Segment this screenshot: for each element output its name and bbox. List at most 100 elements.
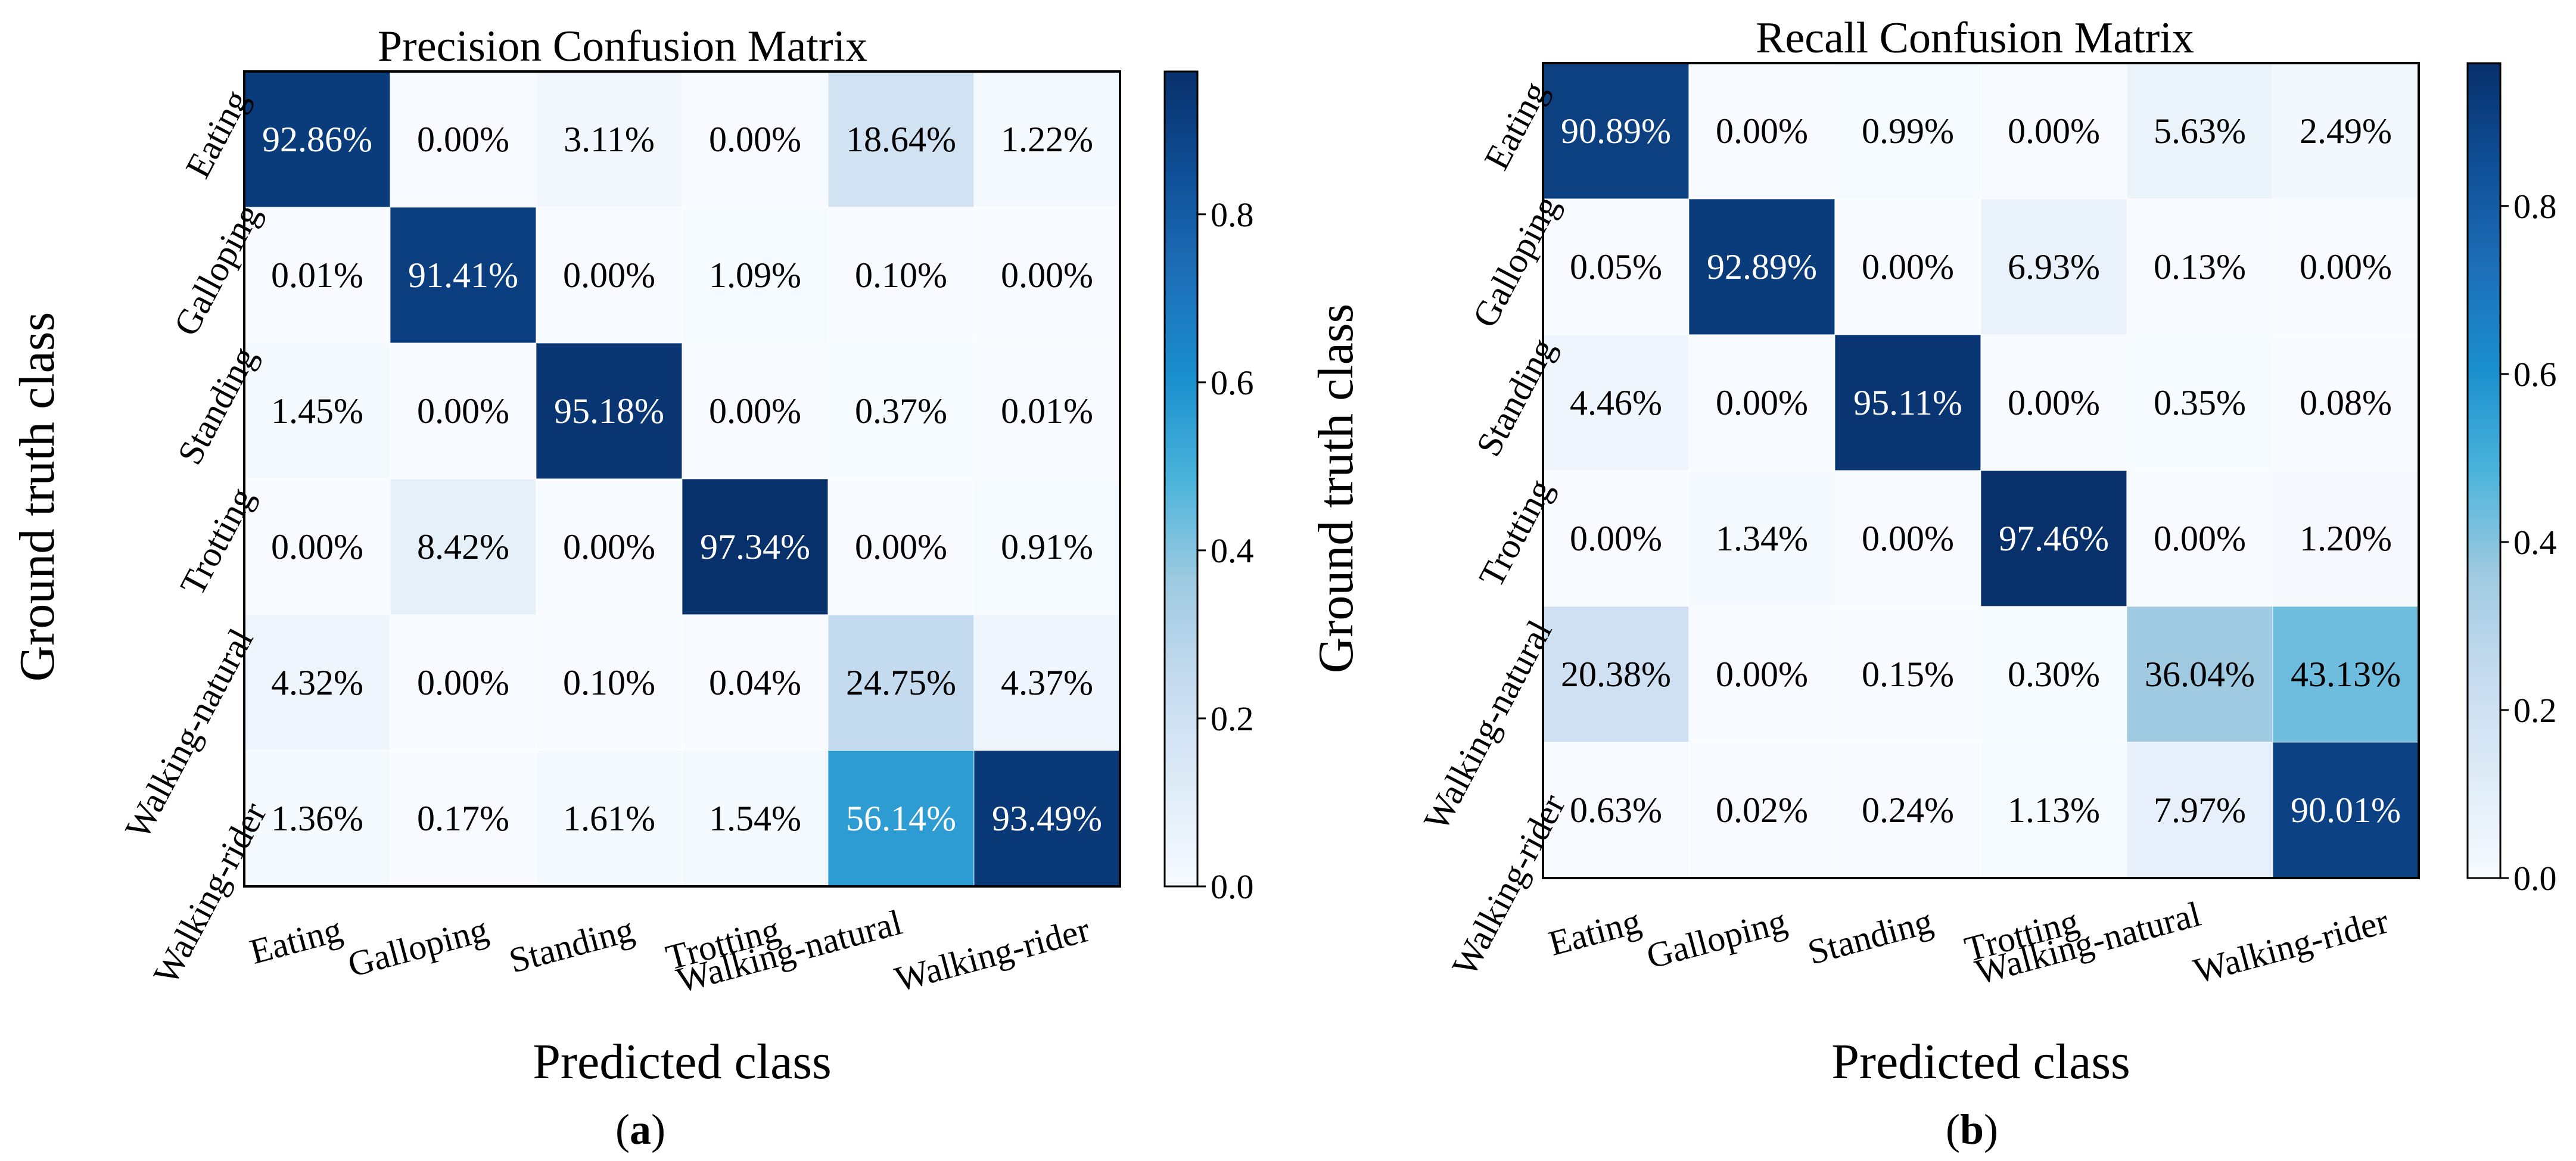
heatmap-cell	[827, 750, 975, 887]
heatmap-cell	[827, 614, 975, 751]
cell-label: 0.00%	[2154, 519, 2246, 558]
x-tick-label: Standing	[505, 910, 638, 981]
heatmap-cell	[1688, 606, 1835, 743]
cell-label: 0.35%	[2154, 383, 2246, 422]
heatmap-cell	[1542, 606, 1690, 743]
panel-label: (a)	[615, 1106, 665, 1153]
heatmap-cell	[1834, 742, 1981, 879]
cell-label: 0.10%	[563, 663, 655, 702]
heatmap-cell	[1980, 742, 2127, 879]
heatmap-cell	[244, 614, 391, 751]
x-tick-label: Standing	[1804, 901, 1937, 972]
colorbar-tick-label: 0.2	[1211, 699, 1254, 738]
colorbar-tick-label: 0.8	[1211, 195, 1254, 234]
heatmap-cell	[2272, 334, 2419, 471]
cell-label: 0.05%	[1570, 247, 1662, 287]
cell-label: 7.97%	[2154, 790, 2246, 830]
colorbar-tick-label: 0.0	[1211, 867, 1254, 906]
cell-label: 1.54%	[709, 799, 801, 838]
cell-label: 93.49%	[992, 799, 1102, 838]
cell-label: 90.01%	[2291, 790, 2401, 830]
heatmap-cell	[2272, 63, 2419, 200]
cell-label: 4.46%	[1570, 383, 1662, 422]
cell-label: 0.15%	[1862, 655, 1954, 694]
cell-label: 5.63%	[2154, 111, 2246, 151]
cell-label: 95.11%	[1853, 383, 1962, 422]
cell-label: 56.14%	[846, 799, 956, 838]
heatmap-cell	[1834, 470, 1981, 607]
cell-label: 90.89%	[1561, 111, 1671, 151]
heatmap-cell	[1834, 63, 1981, 200]
heatmap-cell	[682, 614, 829, 751]
heatmap-cell	[1542, 334, 1690, 471]
heatmap-cell	[244, 71, 391, 208]
cell-label: 43.13%	[2291, 655, 2401, 694]
cell-label: 1.09%	[709, 256, 801, 295]
cell-label: 0.00%	[2008, 111, 2100, 151]
x-tick-label: Walking-rider	[2189, 901, 2393, 991]
cell-label: 0.00%	[417, 391, 509, 431]
heatmap-cell	[2272, 606, 2419, 743]
heatmap-cell	[682, 207, 829, 344]
heatmap-cell	[2126, 198, 2273, 335]
heatmap-cell	[973, 71, 1121, 208]
cell-label: 0.00%	[563, 527, 655, 567]
cell-label: 0.00%	[1716, 383, 1808, 422]
cell-label: 20.38%	[1561, 655, 1671, 694]
heatmap-cell	[973, 343, 1121, 480]
colorbar-tick-label: 0.6	[1211, 363, 1254, 402]
cell-label: 0.13%	[2154, 247, 2246, 287]
cell-label: 0.04%	[709, 663, 801, 702]
cell-label: 0.00%	[2300, 247, 2392, 287]
cell-label: 0.00%	[855, 527, 947, 567]
cell-label: 0.24%	[1862, 790, 1954, 830]
heatmap-cell	[390, 478, 537, 615]
y-axis-label: Ground truth class	[1308, 304, 1364, 674]
cell-label: 1.61%	[563, 799, 655, 838]
cell-label: 92.86%	[262, 120, 372, 159]
plot-frame	[243, 70, 1121, 888]
colorbar	[2466, 62, 2502, 879]
heatmap-cell	[1980, 198, 2127, 335]
cell-label: 24.75%	[846, 663, 956, 702]
x-axis-label: Predicted class	[1831, 1034, 2130, 1090]
heatmap-cell	[2126, 606, 2273, 743]
cell-label: 0.91%	[1001, 527, 1093, 567]
cell-label: 1.13%	[2008, 790, 2100, 830]
y-axis-label: Ground truth class	[10, 312, 65, 682]
heatmap-cell	[1688, 742, 1835, 879]
cell-label: 2.49%	[2300, 111, 2392, 151]
x-tick-label: Walking-rider	[891, 910, 1094, 999]
colorbar-tick-label: 0.8	[2513, 187, 2557, 226]
heatmap-cell	[973, 207, 1121, 344]
panel-label: (b)	[1946, 1106, 1998, 1153]
x-tick-label: Galloping	[344, 910, 492, 985]
cell-label: 0.30%	[2008, 655, 2100, 694]
colorbar-tick-label: 0.0	[2513, 859, 2557, 898]
heatmap-cell	[1542, 470, 1690, 607]
colorbar-tick-label: 0.2	[2513, 691, 2557, 730]
heatmap-cell	[1980, 334, 2127, 471]
heatmap-cell	[1688, 198, 1835, 335]
heatmap-cell	[2272, 742, 2419, 879]
heatmap-cell	[1834, 606, 1981, 743]
cell-label: 0.01%	[271, 256, 363, 295]
cell-label: 0.37%	[855, 391, 947, 431]
cell-label: 95.18%	[554, 391, 664, 431]
heatmap-cell	[390, 207, 537, 344]
cell-label: 6.93%	[2008, 247, 2100, 287]
heatmap-cell	[682, 343, 829, 480]
cell-label: 97.34%	[700, 527, 810, 567]
heatmap-cell	[1688, 334, 1835, 471]
cell-label: 0.10%	[855, 256, 947, 295]
heatmap-cell	[827, 71, 975, 208]
plot-frame	[1542, 62, 2420, 879]
cell-label: 3.11%	[564, 120, 655, 159]
confusion-matrix-panel-1: Recall Confusion Matrix 90.89% 0.00% 0.99% 0…	[1308, 14, 2557, 1153]
heatmap-cell	[2126, 742, 2273, 879]
heatmap-cell	[1980, 606, 2127, 743]
heatmap-cell	[973, 750, 1121, 887]
cell-label: 0.99%	[1862, 111, 1954, 151]
cell-label: 8.42%	[417, 527, 509, 567]
cell-label: 4.32%	[271, 663, 363, 702]
